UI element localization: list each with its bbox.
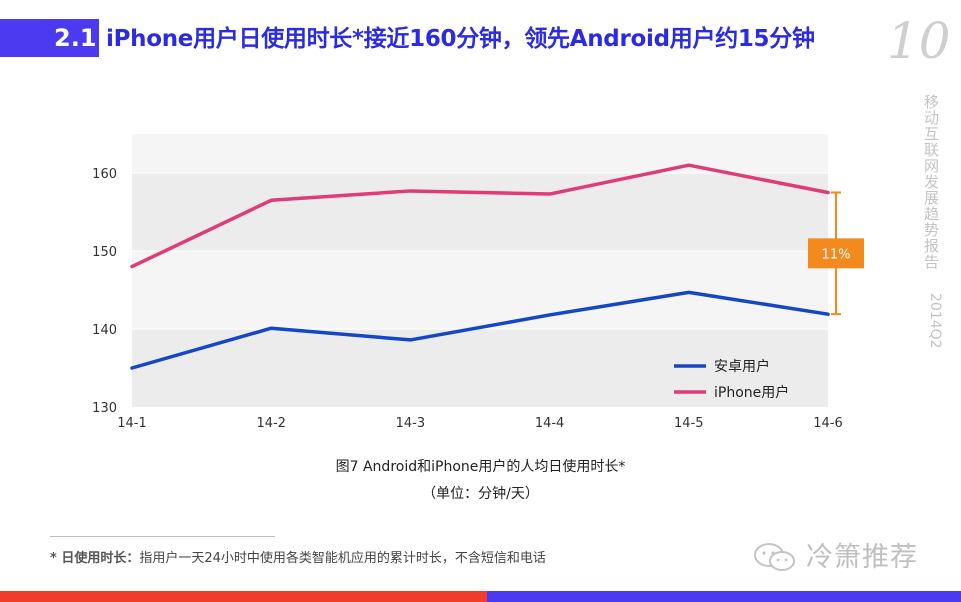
x-axis-ticks: 14-1 14-2 14-3 14-4 14-5 14-6: [117, 416, 843, 431]
plot-band: [132, 134, 828, 173]
series-line: [130, 163, 830, 269]
x-tick-label: 14-5: [674, 416, 704, 431]
footnote-text: 指用户一天24小时中使用各类智能机应用的累计时长，不含短信和电话: [139, 551, 546, 566]
footnote: * 日使用时长：指用户一天24小时中使用各类智能机应用的累计时长，不含短信和电话: [50, 547, 546, 566]
plot-band: [132, 173, 828, 251]
section-number-box: [0, 19, 99, 57]
footnote-label: * 日使用时长：: [50, 551, 140, 566]
footer-bar-blue: [487, 591, 961, 602]
page-number: 10: [887, 12, 951, 70]
footer-bar-red: [0, 591, 487, 602]
series-lines: [130, 163, 830, 370]
wechat-icon: [754, 543, 795, 571]
y-tick-label: 130: [92, 401, 117, 416]
x-tick-label: 14-4: [535, 416, 565, 431]
page-title: iPhone用户日使用时长*接近160分钟，领先Android用户约15分钟: [106, 26, 815, 52]
y-tick-label: 150: [92, 245, 117, 260]
chart-caption: 图7 Android和iPhone用户的人均日使用时长*: [335, 459, 626, 475]
legend-label: 安卓用户: [714, 358, 770, 375]
x-tick-label: 14-1: [117, 416, 147, 431]
series-line: [130, 290, 830, 370]
watermark-text: 冷箫推荐: [806, 542, 918, 573]
y-tick-label: 160: [92, 167, 117, 182]
y-tick-label: 140: [92, 323, 117, 338]
legend-label: iPhone用户: [714, 384, 789, 401]
x-tick-label: 14-2: [256, 416, 286, 431]
annotation-box: [808, 238, 864, 269]
difference-annotation: 11%: [808, 191, 864, 316]
x-tick-label: 14-3: [396, 416, 426, 431]
annotation-label: 11%: [822, 247, 851, 262]
report-period-vertical: 2014Q2: [927, 293, 943, 349]
plot-band: [132, 329, 828, 407]
chart-unit: （单位：分钟/天）: [422, 486, 539, 502]
plot-band: [132, 251, 828, 329]
report-name-vertical: 移动互联网发展趋势报告: [922, 94, 940, 270]
x-tick-label: 14-6: [813, 416, 843, 431]
section-number: 2.1: [54, 24, 97, 52]
chart-legend: 安卓用户 iPhone用户: [674, 358, 789, 401]
y-axis-ticks: 130 140 150 160: [92, 167, 117, 416]
footnote-rule: [50, 536, 275, 537]
